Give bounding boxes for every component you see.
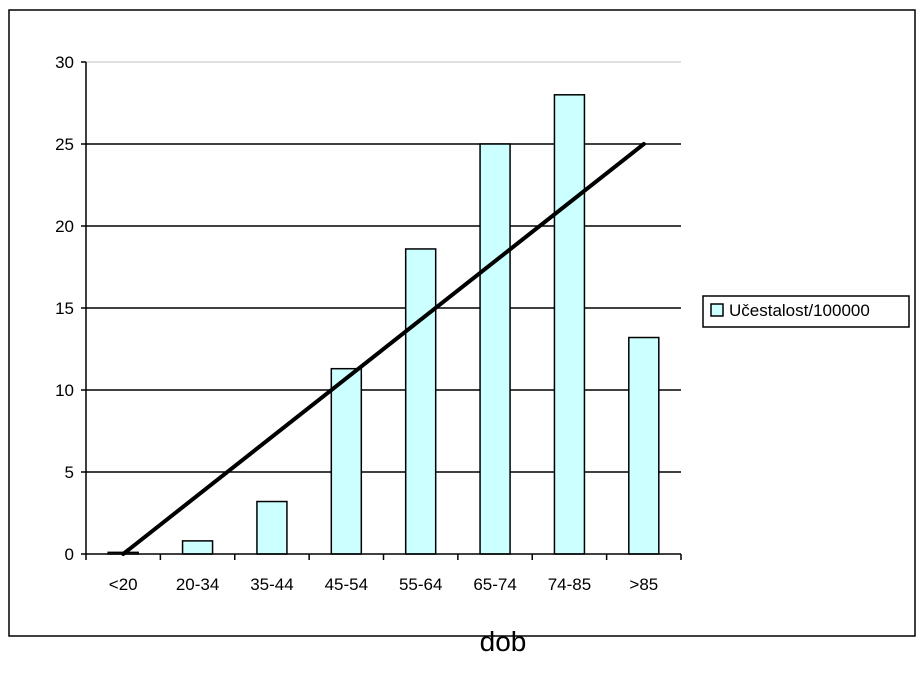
x-tick-label-3: 45-54 (325, 575, 368, 594)
y-tick-label-15: 15 (55, 299, 74, 318)
trendline-group (121, 142, 646, 556)
bar-3 (330, 367, 363, 555)
bars (107, 94, 660, 555)
x-tick-label-4: 55-64 (399, 575, 442, 594)
bar-5 (479, 143, 511, 555)
legend-box (702, 295, 910, 328)
x-tick-label-1: 20-34 (176, 575, 219, 594)
x-tick-label-5: 65-74 (473, 575, 516, 594)
bar-4 (404, 248, 437, 555)
legend-label: Učestalost/100000 (729, 301, 870, 320)
bar-1 (181, 540, 214, 555)
x-tick-label-6: 74-85 (548, 575, 591, 594)
y-tick-label-0: 0 (65, 545, 74, 564)
x-tick-labels: <20 20-34 35-44 45-54 55-64 65-74 74-85 >85 (109, 575, 658, 594)
y-tick-label-30: 30 (55, 53, 74, 72)
legend-swatch (710, 303, 724, 317)
bar-6 (553, 94, 586, 555)
x-tick-label-2: 35-44 (250, 575, 293, 594)
y-tick-label-10: 10 (55, 381, 74, 400)
legend: Učestalost/100000 (702, 295, 910, 328)
x-tick-label-7: >85 (629, 575, 658, 594)
y-tick-labels: 0 5 10 15 20 25 30 (55, 53, 74, 564)
bar-7 (628, 336, 660, 555)
trendline (121, 142, 646, 556)
y-tick-label-5: 5 (65, 463, 74, 482)
bar-2 (256, 500, 288, 555)
y-tick-label-20: 20 (55, 217, 74, 236)
x-axis-title: dob (479, 626, 527, 657)
x-tick-label-0: <20 (109, 575, 138, 594)
axes (81, 61, 682, 560)
y-tick-label-25: 25 (55, 135, 74, 154)
